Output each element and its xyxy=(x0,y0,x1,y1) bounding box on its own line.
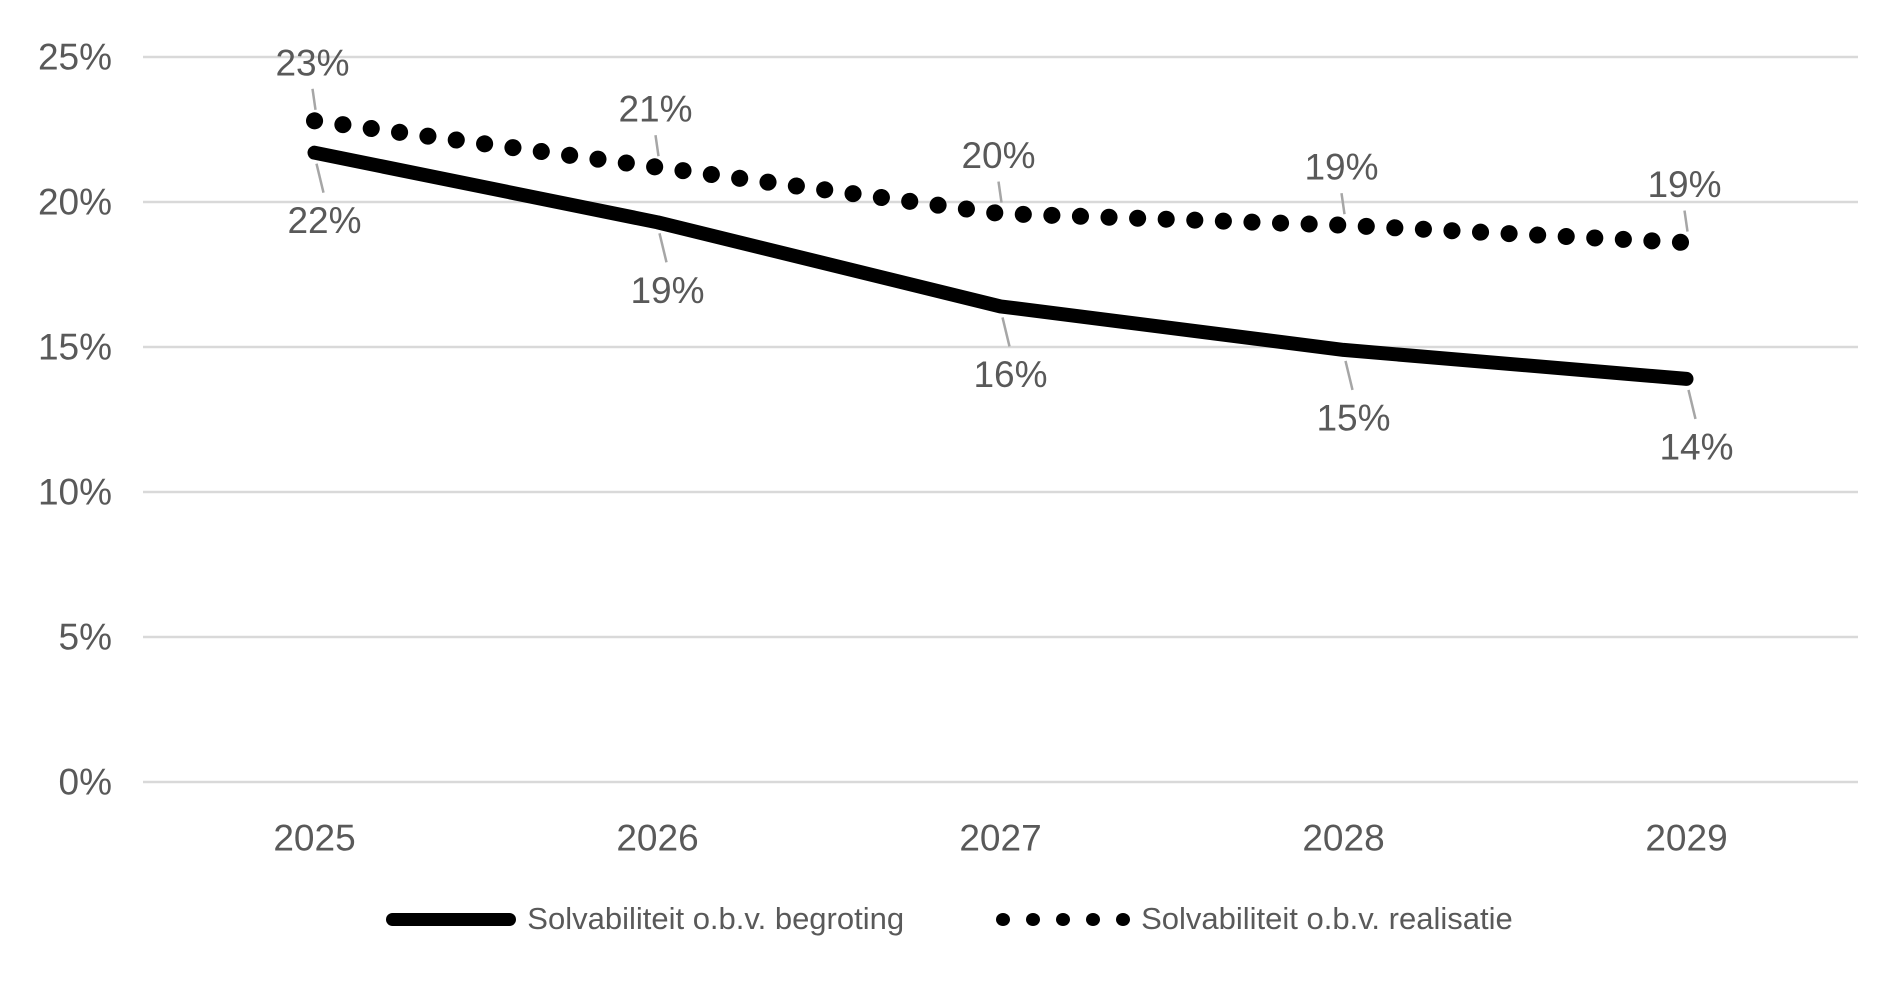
legend-label-begroting: Solvabiliteit o.b.v. begroting xyxy=(527,901,905,936)
data-label-begroting-2029: 14% xyxy=(1659,426,1733,467)
legend-item-realisatie[interactable]: Solvabiliteit o.b.v. realisatie xyxy=(996,901,1513,937)
data-label-begroting-2027: 16% xyxy=(973,354,1047,395)
leader-line-2027-20% xyxy=(997,181,1003,203)
data-label-begroting-2025: 22% xyxy=(287,200,361,241)
series-line-begroting[interactable] xyxy=(307,145,1694,386)
x-tick-label-2026: 2026 xyxy=(616,818,698,859)
x-tick-label-2025: 2025 xyxy=(273,818,355,859)
y-tick-label-5%: 5% xyxy=(59,617,112,658)
data-label-realisatie-2029: 19% xyxy=(1647,164,1721,205)
leader-line-2027-16% xyxy=(1001,317,1011,347)
data-label-realisatie-2026: 21% xyxy=(618,89,692,130)
x-tick-label-2028: 2028 xyxy=(1302,818,1384,859)
leader-line-2028-19% xyxy=(1340,193,1346,215)
x-tick-label-2027: 2027 xyxy=(959,818,1041,859)
leader-line-2026-21% xyxy=(654,135,660,157)
x-tick-label-2029: 2029 xyxy=(1645,818,1727,859)
data-label-realisatie-2025: 23% xyxy=(275,42,349,83)
series-line-realisatie[interactable] xyxy=(306,112,1695,252)
legend-label-realisatie: Solvabiliteit o.b.v. realisatie xyxy=(1141,901,1513,936)
legend: Solvabiliteit o.b.v. begroting Solvabili… xyxy=(0,901,1899,937)
y-tick-label-20%: 20% xyxy=(38,182,112,223)
leader-line-2028-15% xyxy=(1344,360,1354,391)
y-tick-label-25%: 25% xyxy=(38,37,112,78)
data-label-begroting-2028: 15% xyxy=(1316,397,1390,438)
legend-item-begroting[interactable]: Solvabiliteit o.b.v. begroting xyxy=(386,901,904,937)
y-tick-label-10%: 10% xyxy=(38,472,112,513)
solid-line-swatch xyxy=(386,912,517,926)
data-label-begroting-2026: 19% xyxy=(630,270,704,311)
leader-line-2029-19% xyxy=(1683,210,1689,232)
leader-line-2026-19% xyxy=(658,233,668,263)
y-tick-label-0%: 0% xyxy=(59,762,112,803)
leader-line-2025-23% xyxy=(311,88,317,110)
data-label-realisatie-2027: 20% xyxy=(961,135,1035,176)
leader-line-2025-22% xyxy=(315,163,325,193)
leader-line-2029-14% xyxy=(1687,389,1697,420)
data-label-realisatie-2028: 19% xyxy=(1304,147,1378,188)
y-tick-label-15%: 15% xyxy=(38,327,112,368)
dotted-line-swatch xyxy=(996,912,1131,926)
